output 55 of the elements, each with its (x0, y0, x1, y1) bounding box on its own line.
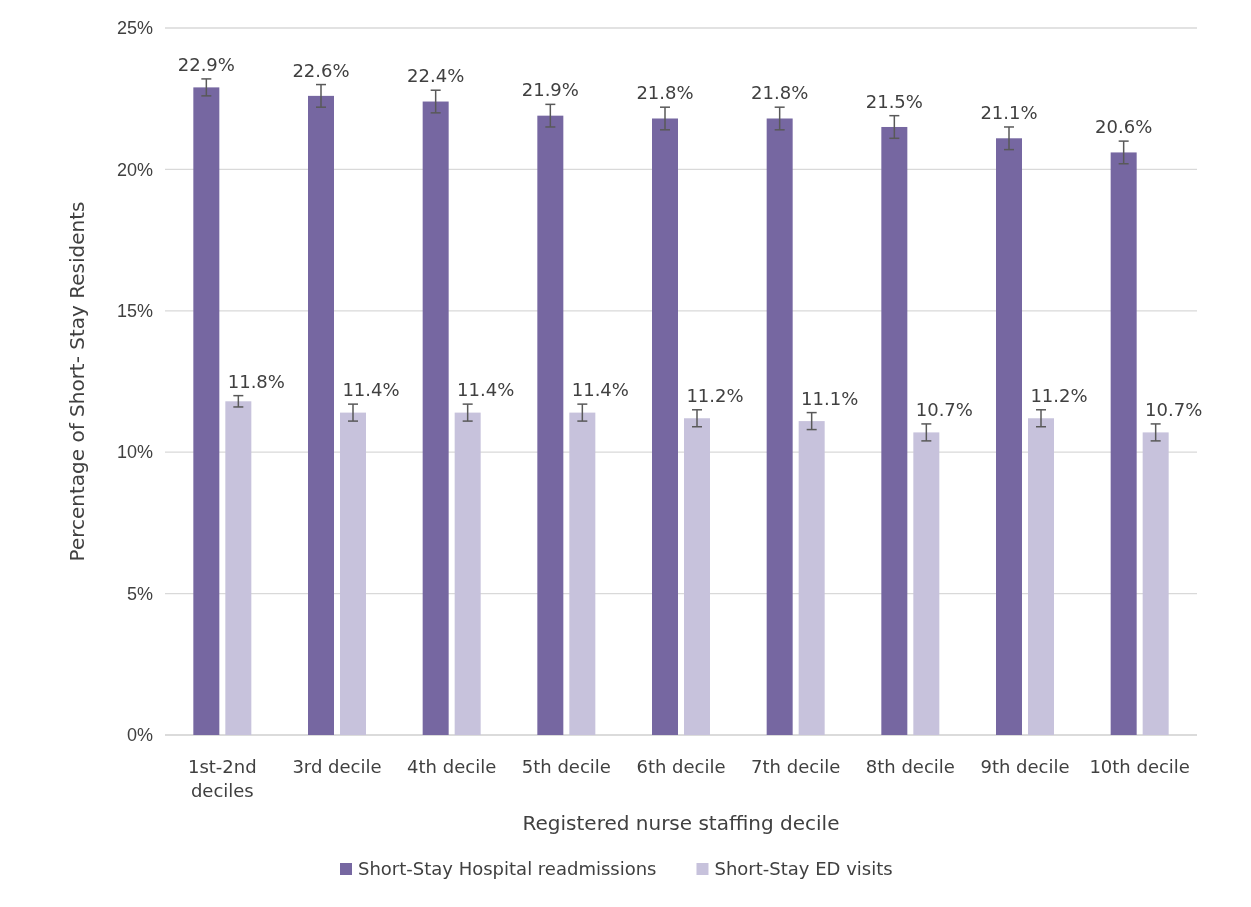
bar (1142, 432, 1169, 735)
bar (308, 95, 334, 735)
x-tick-label: 5th decile (521, 756, 611, 777)
bar (537, 115, 564, 735)
bar (1028, 418, 1054, 735)
bar (193, 87, 220, 735)
data-label: 22.9% (177, 53, 235, 75)
data-label: 11.2% (1030, 384, 1088, 406)
bar (881, 126, 908, 735)
data-label: 11.4% (342, 379, 400, 401)
bar (684, 418, 710, 735)
data-label: 11.8% (227, 370, 285, 392)
x-tick-label: 9th decile (980, 756, 1070, 777)
y-tick-label: 15% (116, 301, 153, 322)
legend-label: Short-Stay ED visits (714, 858, 893, 879)
x-tick-label: 7th decile (751, 756, 841, 777)
y-axis-title: Percentage of Short- Stay Residents (65, 201, 89, 562)
bar (913, 432, 940, 735)
bar (454, 412, 481, 735)
data-label: 11.4% (571, 379, 629, 401)
data-label: 21.5% (865, 90, 923, 112)
data-label: 10.7% (915, 398, 973, 420)
data-label: 10.7% (1145, 398, 1203, 420)
data-label: 11.4% (457, 379, 515, 401)
bar (340, 412, 366, 735)
x-tick-label: 8th decile (865, 756, 955, 777)
legend-label: Short-Stay Hospital readmissions (358, 858, 657, 879)
bar (652, 118, 678, 735)
data-label: 11.1% (801, 387, 859, 409)
data-label: 20.6% (1095, 116, 1153, 138)
bar (996, 138, 1022, 735)
y-tick-label: 5% (126, 583, 153, 604)
bar (422, 101, 449, 735)
x-tick-label: 6th decile (636, 756, 726, 777)
y-tick-label: 25% (116, 18, 153, 39)
data-label: 21.8% (636, 82, 694, 104)
data-label: 22.4% (407, 65, 465, 87)
bar (798, 421, 825, 735)
x-tick-label: 10th decile (1089, 756, 1190, 777)
x-tick-label: 3rd decile (292, 756, 382, 777)
y-tick-label: 0% (126, 725, 153, 746)
x-axis-title: Registered nurse staffing decile (522, 811, 840, 835)
data-label: 11.2% (686, 384, 744, 406)
y-tick-label: 20% (116, 159, 153, 180)
bar (1110, 152, 1137, 735)
bar (766, 118, 793, 735)
x-tick-label: 1st-2nd deciles (188, 756, 257, 801)
data-label: 21.8% (751, 82, 809, 104)
data-label: 21.9% (521, 79, 579, 101)
data-label: 21.1% (980, 101, 1038, 123)
data-label: 22.6% (292, 59, 350, 81)
bar (569, 412, 596, 735)
x-tick-label: 4th decile (407, 756, 497, 777)
y-tick-label: 10% (116, 442, 153, 463)
bar (225, 401, 252, 735)
